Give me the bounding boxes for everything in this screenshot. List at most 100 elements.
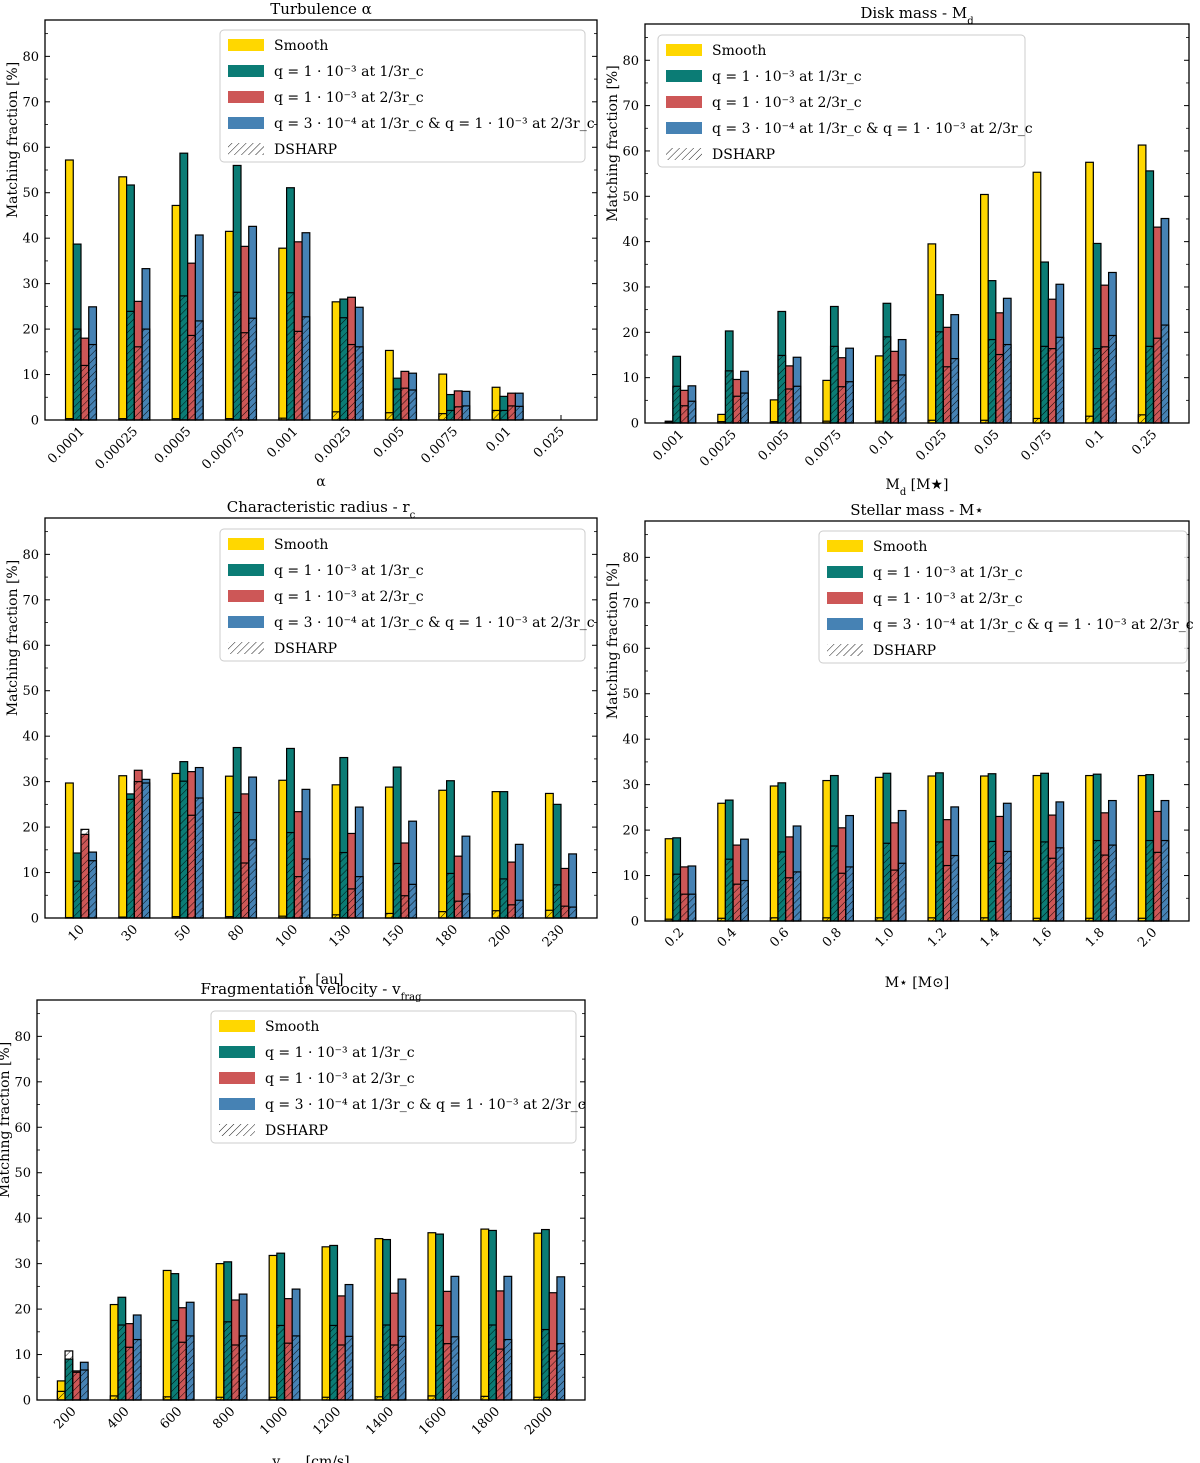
bar [331,784,341,919]
legend-label: q = 3 · 10⁻⁴ at 1/3r_c & q = 1 · 10⁻³ at… [873,617,1194,633]
x-tick-label: 1400 [363,1404,397,1438]
dsharp-bar [837,872,847,922]
dsharp-bar [72,1371,82,1401]
legend-label: q = 1 · 10⁻³ at 1/3r_c [274,64,424,80]
legend-swatch [827,540,863,552]
x-tick-label: 1.6 [1030,925,1055,950]
legend-swatch [827,618,863,630]
legend-label: Smooth [712,43,766,59]
legend-swatch [666,96,702,108]
y-tick-label: 50 [22,684,39,699]
bar [331,301,341,421]
x-tick-label: 800 [210,1404,238,1432]
dsharp-bar [133,346,143,421]
y-tick-label: 80 [622,54,639,69]
y-tick-label: 40 [622,235,639,250]
dsharp-bar [293,876,303,919]
x-tick-label: 1.0 [872,925,897,950]
y-tick-label: 30 [22,277,39,292]
dsharp-bar [461,893,471,919]
dsharp-bar [724,370,734,424]
x-tick-label: 180 [433,922,461,950]
legend-label: q = 1 · 10⁻³ at 2/3r_c [265,1071,415,1087]
legend-label: DSHARP [274,641,337,657]
dsharp-bar [1040,345,1050,424]
y-tick-label: 20 [622,824,639,839]
dsharp-bar [438,413,448,421]
legend-swatch [228,642,264,654]
legend-swatch [827,592,863,604]
dsharp-bar [453,900,463,919]
legend-swatch [228,117,264,129]
dsharp-bar [1047,857,1057,922]
dsharp-bar [80,364,90,421]
y-tick-label: 40 [22,232,39,247]
dsharp-bar [845,866,855,922]
legend-swatch [666,70,702,82]
x-tick-label: 100 [273,922,301,950]
y-axis-label: Matching fraction [%] [5,560,21,716]
x-tick-label: 1.4 [977,925,1002,950]
dsharp-bar [331,411,341,421]
dsharp-bar [732,395,742,424]
dsharp-bar [950,358,960,424]
legend-swatch [666,122,702,134]
x-tick-label: 0.00075 [199,424,248,473]
dsharp-bar [1145,839,1155,922]
y-tick-label: 30 [622,778,639,793]
bar [384,786,394,919]
y-tick-label: 80 [22,548,39,563]
legend-swatch [219,1124,255,1136]
bar [1137,144,1147,424]
y-axis-label: Matching fraction [%] [5,62,21,218]
y-tick-label: 10 [622,371,639,386]
dsharp-bar [1152,851,1162,922]
dsharp-bar [890,869,899,922]
bar [162,1269,172,1401]
chart-title: Characteristic radius - rc [227,498,416,521]
dsharp-bar [293,330,303,421]
dsharp-bar [995,353,1005,424]
bar [717,802,727,922]
y-axis-label: Matching fraction [%] [605,563,621,719]
axes-frame [36,999,586,1401]
bar [544,792,554,919]
x-tick-label: 230 [540,922,568,950]
bar [374,1238,384,1401]
dsharp-bar [544,909,554,919]
dsharp-bar [178,1341,187,1401]
dsharp-bar [301,858,311,919]
legend-label: Smooth [265,1019,319,1035]
dsharp-bar [1002,850,1012,922]
x-tick-label: 130 [326,922,354,950]
dsharp-bar [950,854,960,922]
x-tick-label: 1200 [310,1404,344,1438]
dsharp-bar [672,385,682,424]
axes-frame [44,517,598,919]
x-tick-label: 0.075 [1018,427,1055,464]
dsharp-bar [446,409,455,421]
dsharp-bar [540,1328,550,1401]
bar [171,204,181,421]
y-tick-label: 70 [622,596,639,611]
dsharp-bar [1032,417,1042,424]
dsharp-bar [503,1338,513,1401]
y-tick-label: 50 [14,1166,31,1181]
x-tick-label: 0.005 [371,424,408,461]
y-axis-label: Matching fraction [%] [605,65,621,221]
x-axis-label: rc [au] [298,972,343,993]
bar [268,1254,278,1401]
dsharp-bar [400,895,410,919]
legend-swatch [666,148,702,160]
bar [278,247,288,421]
legend-box [818,530,1188,664]
dsharp-bar [88,860,98,919]
dsharp-bar [438,911,448,919]
dsharp-bar [344,1335,354,1401]
y-tick-label: 40 [622,733,639,748]
dsharp-bar [435,1324,444,1401]
axes-frame [644,23,1190,424]
dsharp-bar [301,316,311,421]
dsharp-bar [194,320,204,421]
x-tick-label: 1.8 [1083,925,1108,950]
